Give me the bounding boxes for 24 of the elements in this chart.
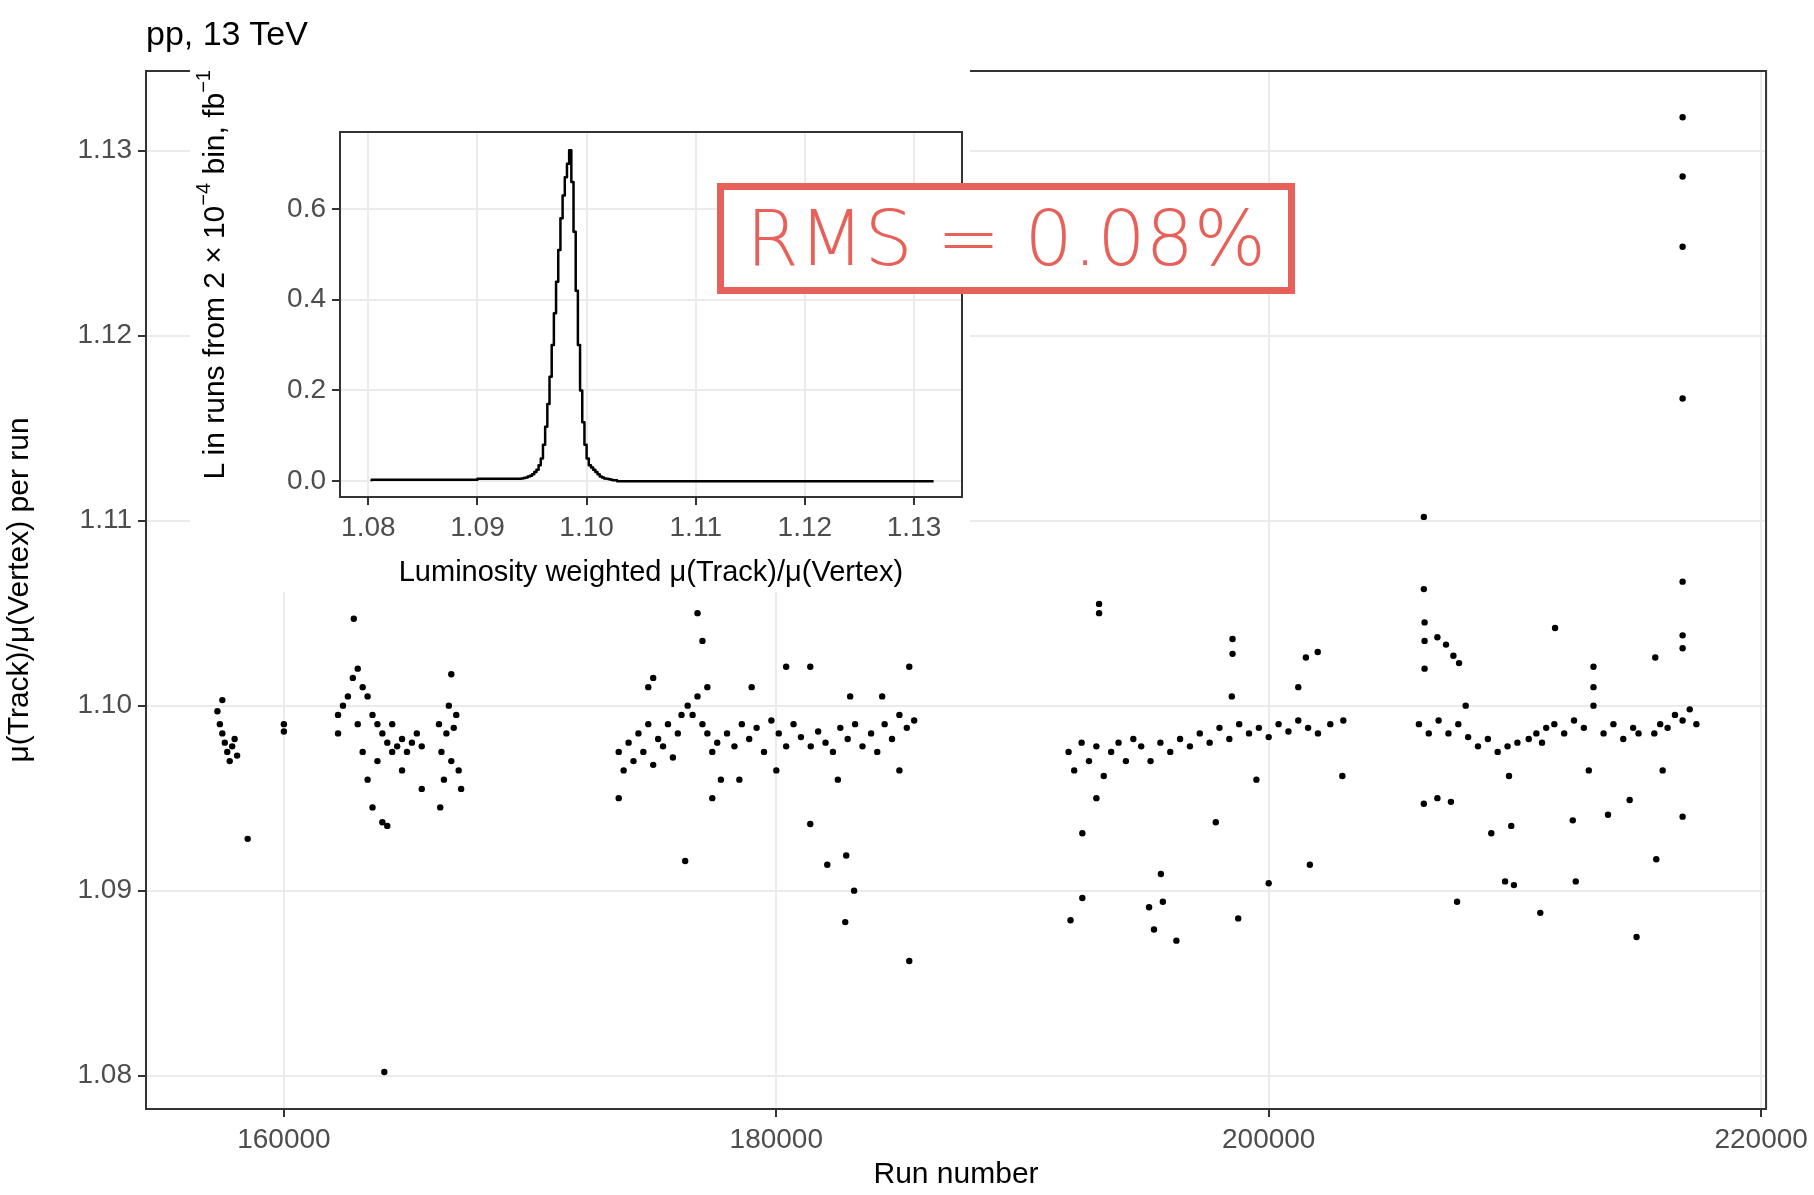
x-tick-label: 1.10 xyxy=(559,510,614,542)
x-tick-label: 1.11 xyxy=(669,510,722,542)
y-tick-label: 0.2 xyxy=(287,373,326,405)
x-tick-label: 160000 xyxy=(237,1122,331,1154)
chart-title: pp, 13 TeV xyxy=(146,14,308,53)
x-tick-label: 1.08 xyxy=(341,510,396,542)
y-tick-label: 1.08 xyxy=(77,1058,132,1090)
x-tick-label: 1.12 xyxy=(777,510,833,542)
annotation: RMS = 0.08% xyxy=(717,183,1296,294)
y-tick-label: 0.0 xyxy=(287,463,326,495)
y-tick-label: 1.13 xyxy=(77,133,132,165)
x-tick-label: 200000 xyxy=(1222,1122,1316,1154)
y-tick-label: 0.4 xyxy=(287,282,326,314)
x-tick-label: 1.09 xyxy=(450,510,505,542)
y-tick-label: 1.10 xyxy=(77,688,132,720)
x-tick-label: 1.13 xyxy=(886,510,942,542)
x-axis-title: Luminosity weighted μ(Track)/μ(Vertex) xyxy=(398,554,904,587)
x-axis-title: Run number xyxy=(873,1156,1039,1190)
y-tick-label: 0.6 xyxy=(287,191,326,223)
x-tick-label: 220000 xyxy=(1714,1122,1808,1154)
x-tick-label: 180000 xyxy=(729,1122,824,1154)
y-axis-title: μ(Track)/μ(Vertex) per run xyxy=(1,417,35,763)
y-tick-label: 1.12 xyxy=(77,318,132,350)
y-tick-label: 1.09 xyxy=(77,873,132,905)
